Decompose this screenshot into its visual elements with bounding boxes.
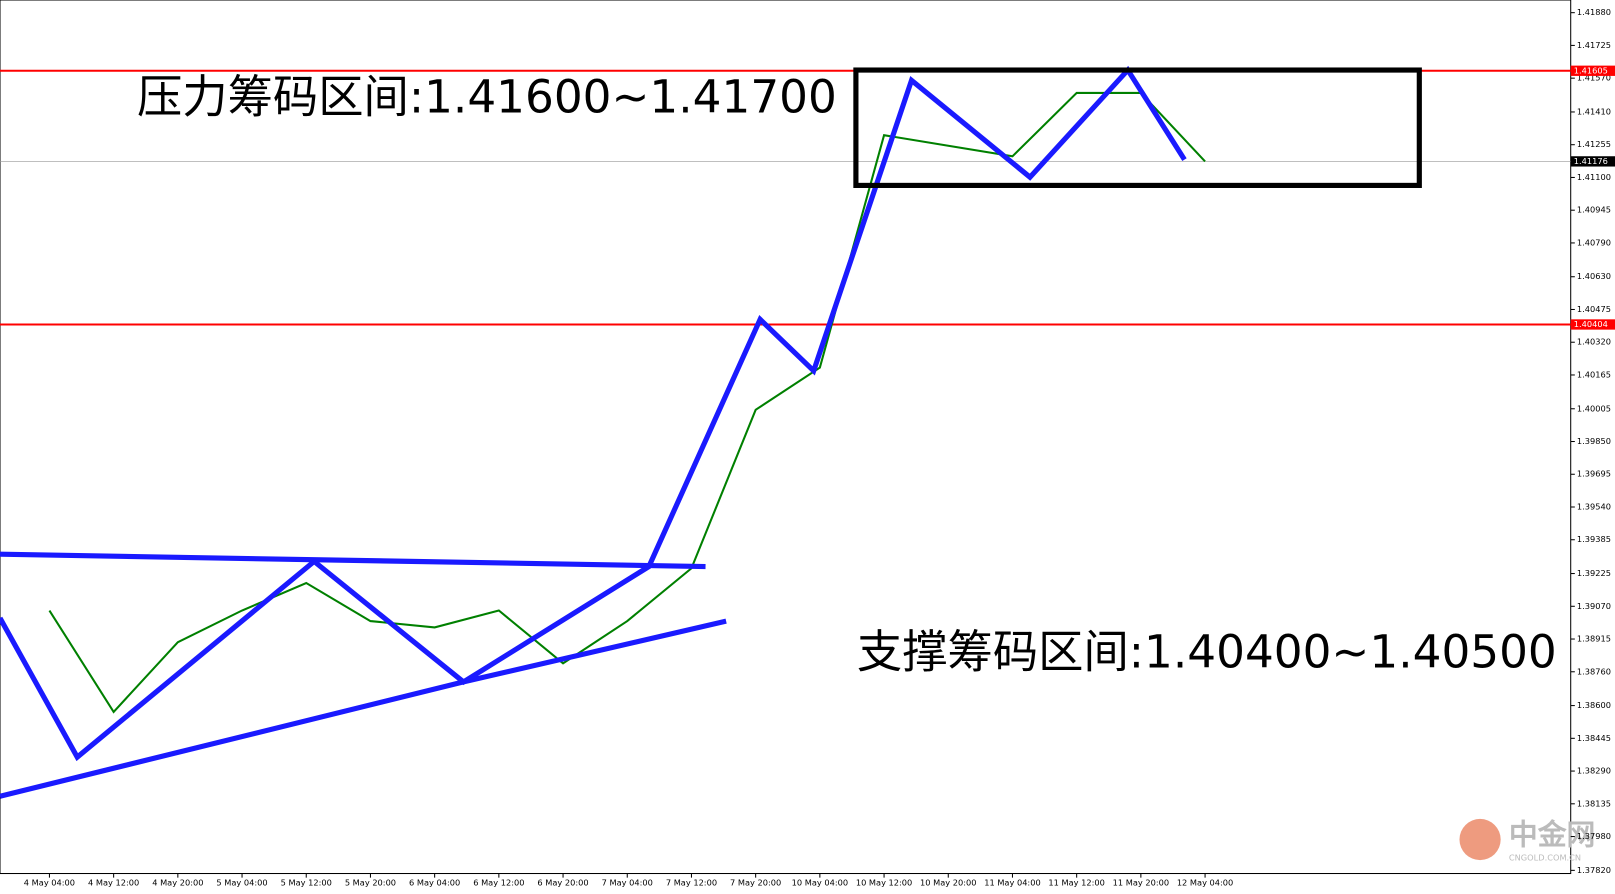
price-tag bbox=[1570, 319, 1615, 330]
x-tick-label: 6 May 20:00 bbox=[537, 877, 588, 887]
price-tag-label: 1.41605 bbox=[1574, 65, 1608, 75]
price-line-series bbox=[48, 91, 1206, 714]
y-tick-label: 1.41410 bbox=[1577, 106, 1611, 116]
x-tick-label: 11 May 04:00 bbox=[984, 877, 1040, 887]
y-tick-label: 1.41570 bbox=[1577, 73, 1611, 83]
y-tick-label: 1.40475 bbox=[1577, 304, 1611, 314]
y-tick-label: 1.40320 bbox=[1577, 337, 1611, 347]
x-tick-label: 7 May 20:00 bbox=[730, 877, 781, 887]
x-tick-label: 7 May 12:00 bbox=[666, 877, 717, 887]
x-tick-label: 5 May 20:00 bbox=[345, 877, 396, 887]
y-tick-label: 1.39695 bbox=[1577, 469, 1611, 479]
x-tick-label: 4 May 12:00 bbox=[88, 877, 139, 887]
y-tick-label: 1.40630 bbox=[1577, 271, 1611, 281]
arrow bbox=[0, 65, 1187, 762]
annotation: 支撑筹码区间:1.40400~1.40500 bbox=[857, 626, 1557, 679]
x-tick-label: 5 May 04:00 bbox=[216, 877, 267, 887]
y-tick-label: 1.39385 bbox=[1577, 534, 1611, 544]
watermark: 中金网 bbox=[1509, 817, 1595, 851]
y-tick-label: 1.39850 bbox=[1577, 436, 1611, 446]
y-tick-label: 1.40790 bbox=[1577, 237, 1611, 247]
range-box bbox=[853, 67, 1422, 188]
y-tick-label: 1.40945 bbox=[1577, 205, 1611, 215]
y-tick-label: 1.41100 bbox=[1577, 172, 1611, 182]
x-tick-label: 12 May 04:00 bbox=[1177, 877, 1233, 887]
x-tick-label: 6 May 12:00 bbox=[473, 877, 524, 887]
x-tick-label: 10 May 04:00 bbox=[792, 877, 848, 887]
y-tick-label: 1.38135 bbox=[1577, 798, 1611, 808]
y-tick-label: 1.38760 bbox=[1577, 666, 1611, 676]
y-tick-label: 1.37820 bbox=[1577, 865, 1611, 875]
price-tag bbox=[1570, 65, 1615, 76]
plot-area bbox=[0, 0, 1572, 875]
y-tick-label: 1.41255 bbox=[1577, 139, 1611, 149]
watermark-sub: CNGOLD.COM.CN bbox=[1509, 853, 1581, 863]
y-tick-label: 1.38600 bbox=[1577, 700, 1611, 710]
y-tick-label: 1.37980 bbox=[1577, 831, 1611, 841]
y-tick-label: 1.41880 bbox=[1577, 7, 1611, 17]
y-tick-label: 1.41725 bbox=[1577, 40, 1611, 50]
annotation: 压力筹码区间:1.41600~1.41700 bbox=[137, 70, 837, 123]
y-tick-label: 1.40005 bbox=[1577, 403, 1611, 413]
y-tick-label: 1.39225 bbox=[1577, 568, 1611, 578]
watermark-logo bbox=[1459, 818, 1501, 861]
y-tick-label: 1.38290 bbox=[1577, 766, 1611, 776]
arrow bbox=[0, 551, 706, 570]
x-tick-label: 10 May 20:00 bbox=[920, 877, 976, 887]
x-tick-label: 5 May 12:00 bbox=[281, 877, 332, 887]
x-tick-label: 4 May 04:00 bbox=[24, 877, 75, 887]
x-tick-label: 6 May 04:00 bbox=[409, 877, 460, 887]
x-tick-label: 4 May 20:00 bbox=[152, 877, 203, 887]
price-tag-label: 1.40404 bbox=[1574, 319, 1608, 329]
x-tick-label: 11 May 20:00 bbox=[1113, 877, 1169, 887]
y-tick-label: 1.38915 bbox=[1577, 634, 1611, 644]
trend-arrows bbox=[0, 65, 1187, 799]
price-tag-label: 1.41176 bbox=[1574, 156, 1608, 166]
x-tick-label: 10 May 12:00 bbox=[856, 877, 912, 887]
y-tick-label: 1.39070 bbox=[1577, 601, 1611, 611]
x-tick-label: 11 May 12:00 bbox=[1048, 877, 1104, 887]
y-tick-label: 1.38445 bbox=[1577, 733, 1611, 743]
y-tick-label: 1.39540 bbox=[1577, 501, 1611, 511]
price-tag bbox=[1570, 156, 1615, 167]
y-tick-label: 1.40165 bbox=[1577, 369, 1611, 379]
x-tick-label: 7 May 04:00 bbox=[602, 877, 653, 887]
